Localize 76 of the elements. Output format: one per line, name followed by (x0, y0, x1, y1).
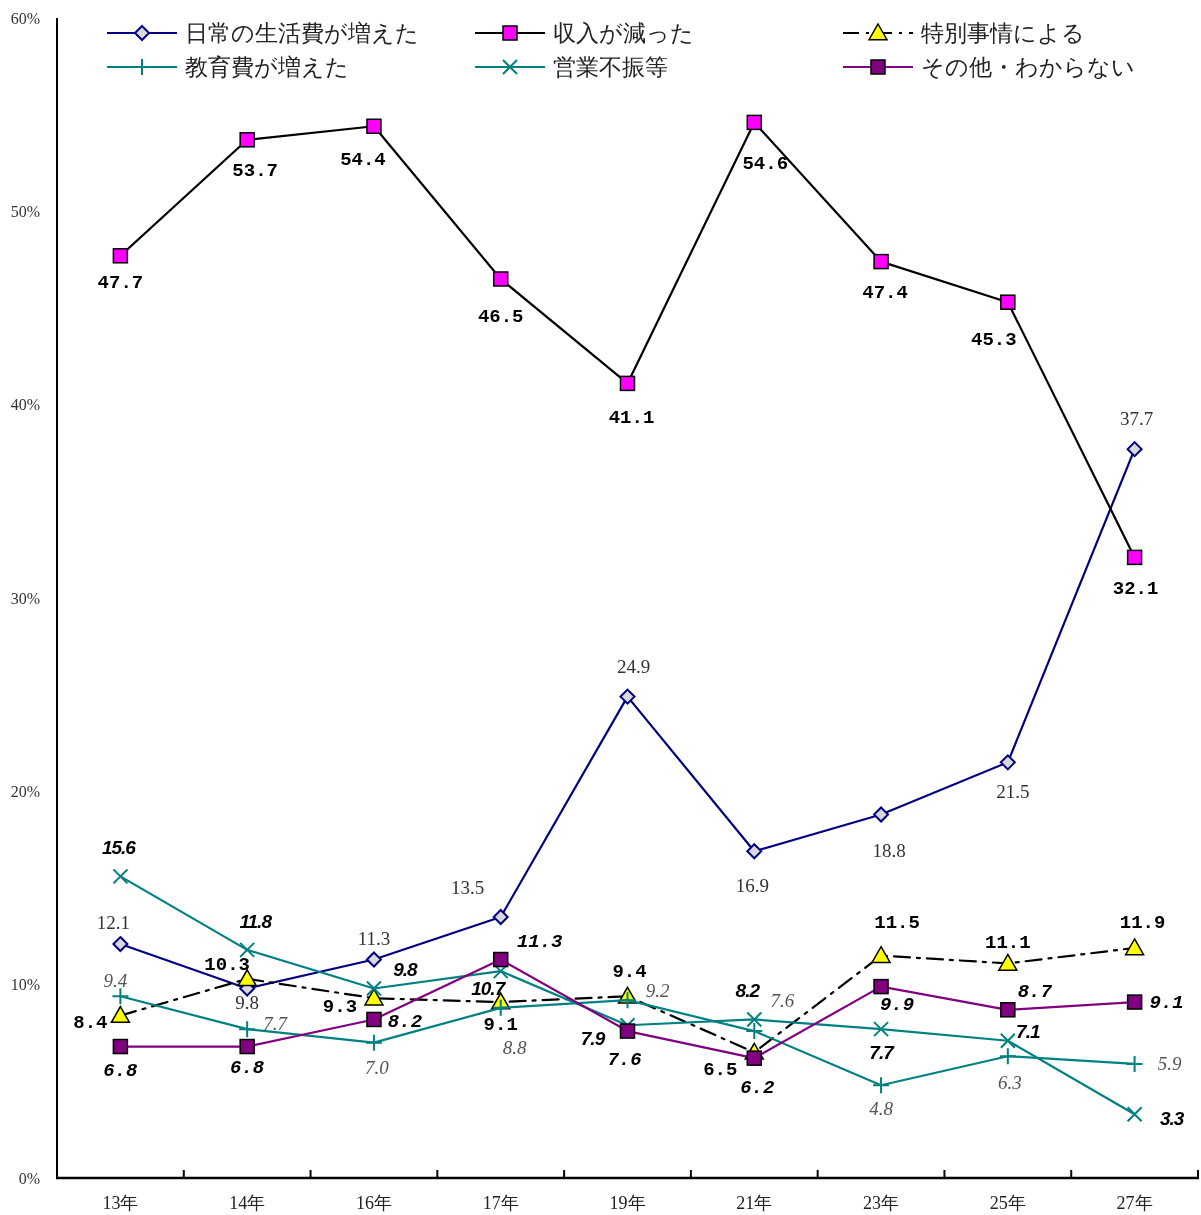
legend-label: 収入が減った (553, 20, 694, 46)
data-label: 16.9 (735, 874, 769, 896)
data-label: 46.5 (477, 306, 524, 328)
data-label: 8.8 (502, 1037, 527, 1059)
data-label: 37.7 (1120, 407, 1154, 429)
legend-label: その他・わからない (921, 54, 1135, 80)
data-label: 6.8 (103, 1059, 138, 1082)
legend-label: 教育費が増えた (185, 54, 349, 80)
xtick-label: 19年 (609, 1193, 646, 1213)
data-label: 6.2 (740, 1077, 775, 1100)
data-label: 3.3 (1159, 1107, 1184, 1129)
xtick-label: 27年 (1116, 1193, 1153, 1213)
data-label: 7.9 (580, 1027, 605, 1049)
data-label: 32.1 (1112, 578, 1159, 601)
data-label: 7.6 (607, 1049, 642, 1072)
data-label: 9.8 (393, 959, 417, 981)
data-label: 24.9 (616, 656, 651, 678)
data-label: 53.7 (232, 159, 278, 182)
data-label: 6.5 (703, 1059, 738, 1082)
data-label: 12.1 (96, 911, 130, 933)
xtick-label: 23年 (863, 1193, 900, 1213)
ytick-label: 50% (10, 202, 40, 220)
data-label: 47.7 (97, 271, 144, 294)
legend-label: 特別事情による (921, 20, 1085, 46)
data-label: 9.8 (235, 992, 260, 1014)
legend-label: 日常の生活費が増えた (185, 20, 419, 46)
xtick-label: 17年 (482, 1193, 519, 1213)
legend-label: 営業不振等 (553, 54, 668, 80)
data-label: 11.5 (874, 911, 920, 934)
data-label: 7.0 (365, 1057, 389, 1079)
data-label: 7.6 (770, 989, 795, 1011)
data-label: 4.8 (869, 1097, 893, 1119)
data-label: 10.7 (471, 977, 505, 999)
data-label: 5.9 (1157, 1053, 1182, 1075)
data-label: 8.7 (1017, 980, 1052, 1003)
data-label: 6.8 (230, 1056, 265, 1079)
xtick-label: 16年 (355, 1193, 392, 1213)
data-label: 41.1 (608, 407, 655, 430)
data-label: 9.9 (879, 993, 915, 1016)
data-label: 18.8 (872, 840, 906, 862)
xtick-label: 25年 (989, 1193, 1026, 1213)
data-label: 11.1 (985, 932, 1031, 955)
data-label: 9.4 (103, 969, 128, 991)
data-label: 8.4 (73, 1011, 108, 1034)
data-label: 11.3 (357, 928, 391, 950)
data-label: 47.4 (862, 281, 908, 304)
data-label: 7.1 (1016, 1021, 1040, 1043)
data-label: 9.1 (1149, 992, 1184, 1015)
data-label: 11.3 (516, 930, 563, 953)
data-label: 6.3 (997, 1071, 1022, 1093)
data-label: 10.3 (204, 953, 250, 976)
data-label: 11.9 (1119, 911, 1166, 934)
ytick-label: 0% (18, 1169, 40, 1187)
data-label: 13.5 (451, 876, 485, 898)
data-label: 7.7 (263, 1012, 288, 1034)
data-label: 45.3 (971, 329, 1017, 352)
ytick-label: 10% (10, 976, 40, 994)
xtick-label: 13年 (102, 1193, 139, 1213)
ytick-label: 20% (10, 782, 40, 800)
data-label: 15.6 (101, 836, 135, 858)
data-label: 21.5 (996, 780, 1030, 802)
data-label: 7.7 (869, 1041, 893, 1063)
data-label: 54.6 (742, 153, 789, 176)
data-label: 8.2 (387, 1011, 423, 1034)
data-label: 9.1 (483, 1014, 518, 1037)
xtick-label: 14年 (229, 1193, 266, 1213)
data-label: 11.8 (239, 911, 271, 933)
data-label: 9.4 (612, 961, 647, 984)
data-label: 54.4 (340, 149, 386, 172)
data-label: 9.3 (322, 996, 358, 1019)
data-label: 8.2 (735, 979, 759, 1001)
ytick-label: 30% (10, 589, 40, 607)
xtick-label: 21年 (736, 1193, 773, 1213)
ytick-label: 40% (10, 396, 40, 414)
data-label: 9.2 (645, 979, 670, 1001)
ytick-label: 60% (10, 9, 40, 27)
